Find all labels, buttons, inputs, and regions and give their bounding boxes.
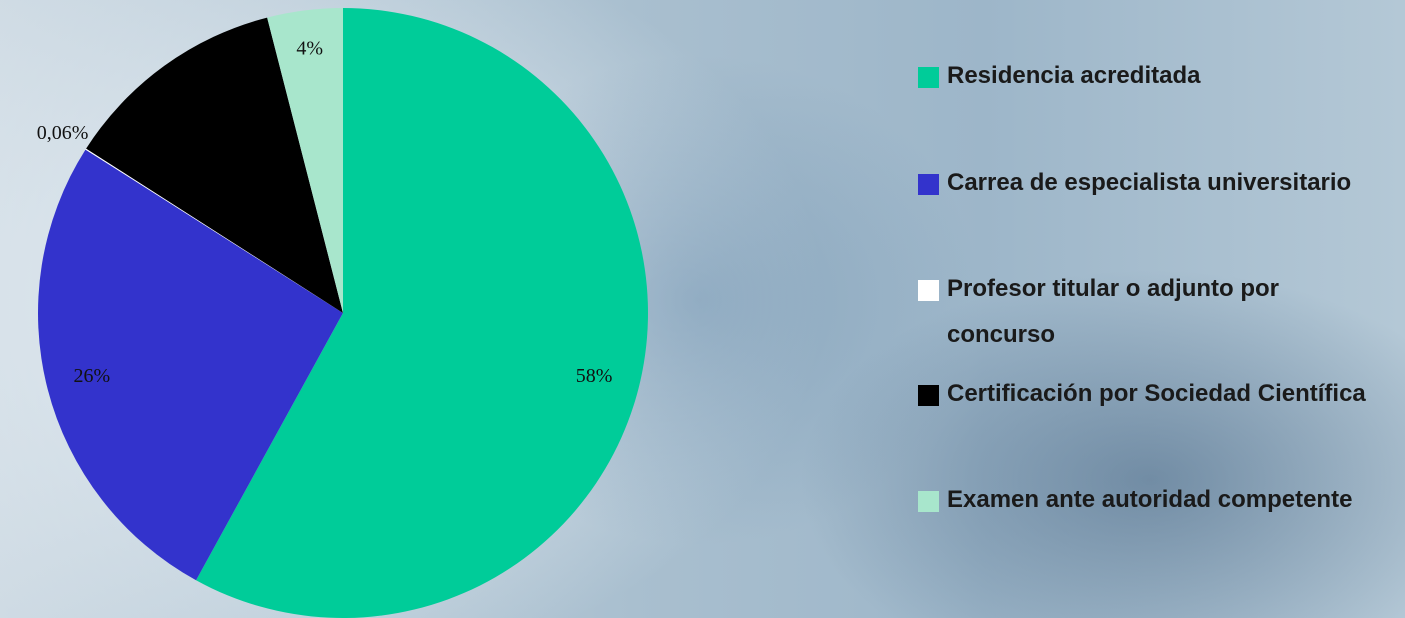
pie-slice <box>85 148 343 313</box>
pie-slice <box>196 8 648 618</box>
legend-label: Carrea de especialista universitario <box>947 169 1352 196</box>
legend-label: Certificación por Sociedad Científica <box>947 380 1366 407</box>
legend-swatch <box>918 385 939 406</box>
legend-label: Residencia acreditada <box>947 62 1201 89</box>
legend-label: Examen ante autoridad competente <box>947 486 1353 513</box>
legend-swatch <box>918 67 939 88</box>
legend-swatch <box>918 491 939 512</box>
legend-item: Profesor titular o adjunto por concurso <box>918 273 1388 358</box>
legend-item: Examen ante autoridad competente <box>918 484 1388 523</box>
slice-label: 26% <box>74 365 111 387</box>
pie-slice <box>37 149 344 581</box>
legend-swatch <box>918 280 939 301</box>
pie-slice <box>86 17 344 314</box>
legend-item: Residencia acreditada <box>918 60 1388 99</box>
slice-label: 58% <box>576 365 613 387</box>
pie-slice <box>267 7 343 313</box>
legend-label: Profesor titular o adjunto por concurso <box>947 275 1280 348</box>
pie-chart: 58% 26% 0,06% 4% <box>37 7 648 618</box>
slice-label: 4% <box>296 37 323 59</box>
legend-swatch <box>918 174 939 195</box>
legend-item: Carrea de especialista universitario <box>918 167 1388 206</box>
legend-item: Certificación por Sociedad Científica <box>918 378 1388 417</box>
slice-label: 0,06% <box>37 122 89 144</box>
